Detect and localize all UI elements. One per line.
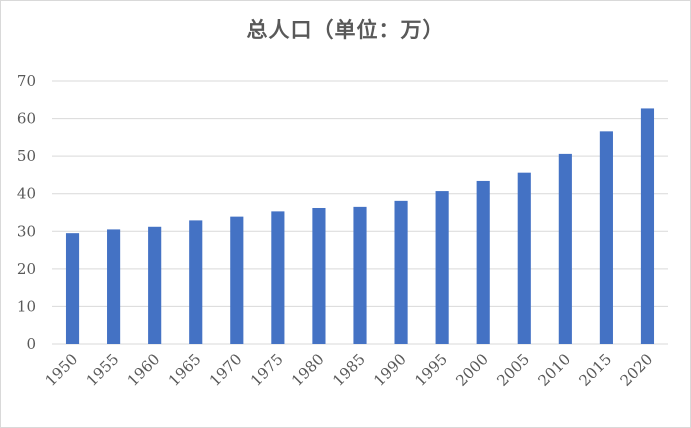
x-tick-label: 1960 (124, 350, 164, 390)
x-tick-label: 1985 (329, 350, 369, 390)
x-tick-label: 2000 (452, 350, 492, 390)
bar-1955 (107, 229, 121, 344)
bar-1980 (312, 207, 326, 344)
y-tick-label: 70 (17, 72, 36, 90)
bar-1985 (353, 206, 367, 344)
x-tick-label: 1970 (206, 350, 246, 390)
x-tick-label: 1980 (288, 350, 328, 390)
x-tick-label: 1965 (165, 350, 205, 390)
x-tick-label: 1975 (247, 350, 287, 390)
y-tick-label: 10 (17, 297, 36, 315)
bar-1960 (148, 226, 162, 344)
bar-1950 (65, 233, 80, 344)
x-tick-label: 2010 (534, 350, 574, 390)
y-tick-label: 20 (17, 260, 36, 278)
bar-2005 (517, 172, 531, 344)
chart-title: 总人口（单位：万） (246, 18, 445, 42)
bar-2015 (599, 131, 613, 344)
bar-1995 (435, 191, 449, 344)
x-tick-label: 1950 (42, 350, 82, 390)
x-tick-label: 1995 (411, 350, 451, 390)
bar-1970 (230, 216, 244, 344)
bar-2020 (640, 108, 655, 344)
x-tick-label: 2020 (617, 350, 657, 390)
y-tick-label: 60 (17, 110, 36, 128)
bar-2010 (558, 153, 572, 344)
x-tick-label: 1955 (83, 350, 123, 390)
bar-1965 (189, 220, 203, 344)
y-tick-label: 30 (17, 222, 36, 240)
bar-1975 (271, 211, 285, 344)
y-tick-label: 50 (17, 147, 36, 165)
x-tick-label: 2015 (575, 350, 615, 390)
bar-2000 (476, 180, 490, 344)
x-tick-label: 2005 (493, 350, 533, 390)
bar-1990 (394, 200, 408, 344)
x-tick-label: 1990 (370, 350, 410, 390)
y-tick-label: 0 (26, 335, 36, 353)
y-tick-label: 40 (17, 185, 36, 203)
